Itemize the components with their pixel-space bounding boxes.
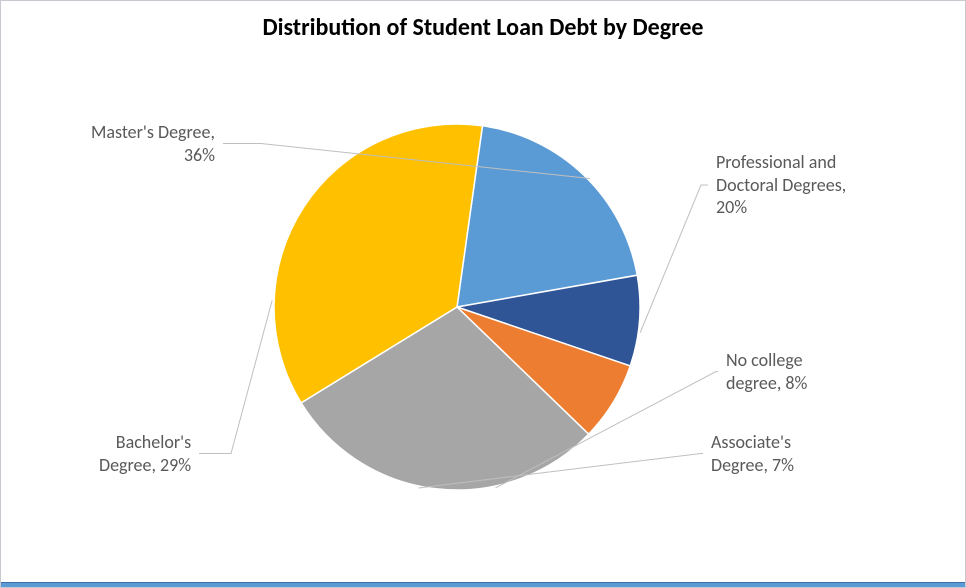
slice-no_degree [457,275,640,366]
leader-master [223,144,590,179]
label-bachelor: Bachelor's Degree, 29% [99,431,191,476]
label-line: No college [726,349,803,371]
label-line: Doctoral Degrees, [716,174,846,196]
slice-master [274,124,482,403]
label-line: Degree, 29% [99,454,191,476]
slice-associate [457,307,630,434]
label-line: Degree, 7% [711,454,794,476]
bottom-accent-bar [1,582,965,587]
leader-bachelor [199,301,272,454]
label-line: 20% [716,196,747,218]
label-line: Master's Degree, [91,121,215,143]
label-line: Bachelor's [116,431,191,453]
leader-associate [419,454,703,488]
label-line: Professional and [716,151,836,173]
label-line: Associate's [711,431,791,453]
label-prof-doc: Professional and Doctoral Degrees, 20% [716,151,846,219]
label-master: Master's Degree, 36% [91,121,215,166]
label-no-degree: No college degree, 8% [726,349,807,394]
leader-prof_doc [640,185,708,333]
slice-bachelor [301,307,589,490]
slice-prof_doc [457,126,637,307]
leader-no_degree [495,372,718,488]
label-associate: Associate's Degree, 7% [711,431,794,476]
label-line: degree, 8% [726,372,807,394]
label-line: 36% [184,144,215,166]
pie-svg [1,1,966,588]
chart-title: Distribution of Student Loan Debt by Deg… [1,13,965,42]
pie-chart: Distribution of Student Loan Debt by Deg… [0,0,966,588]
